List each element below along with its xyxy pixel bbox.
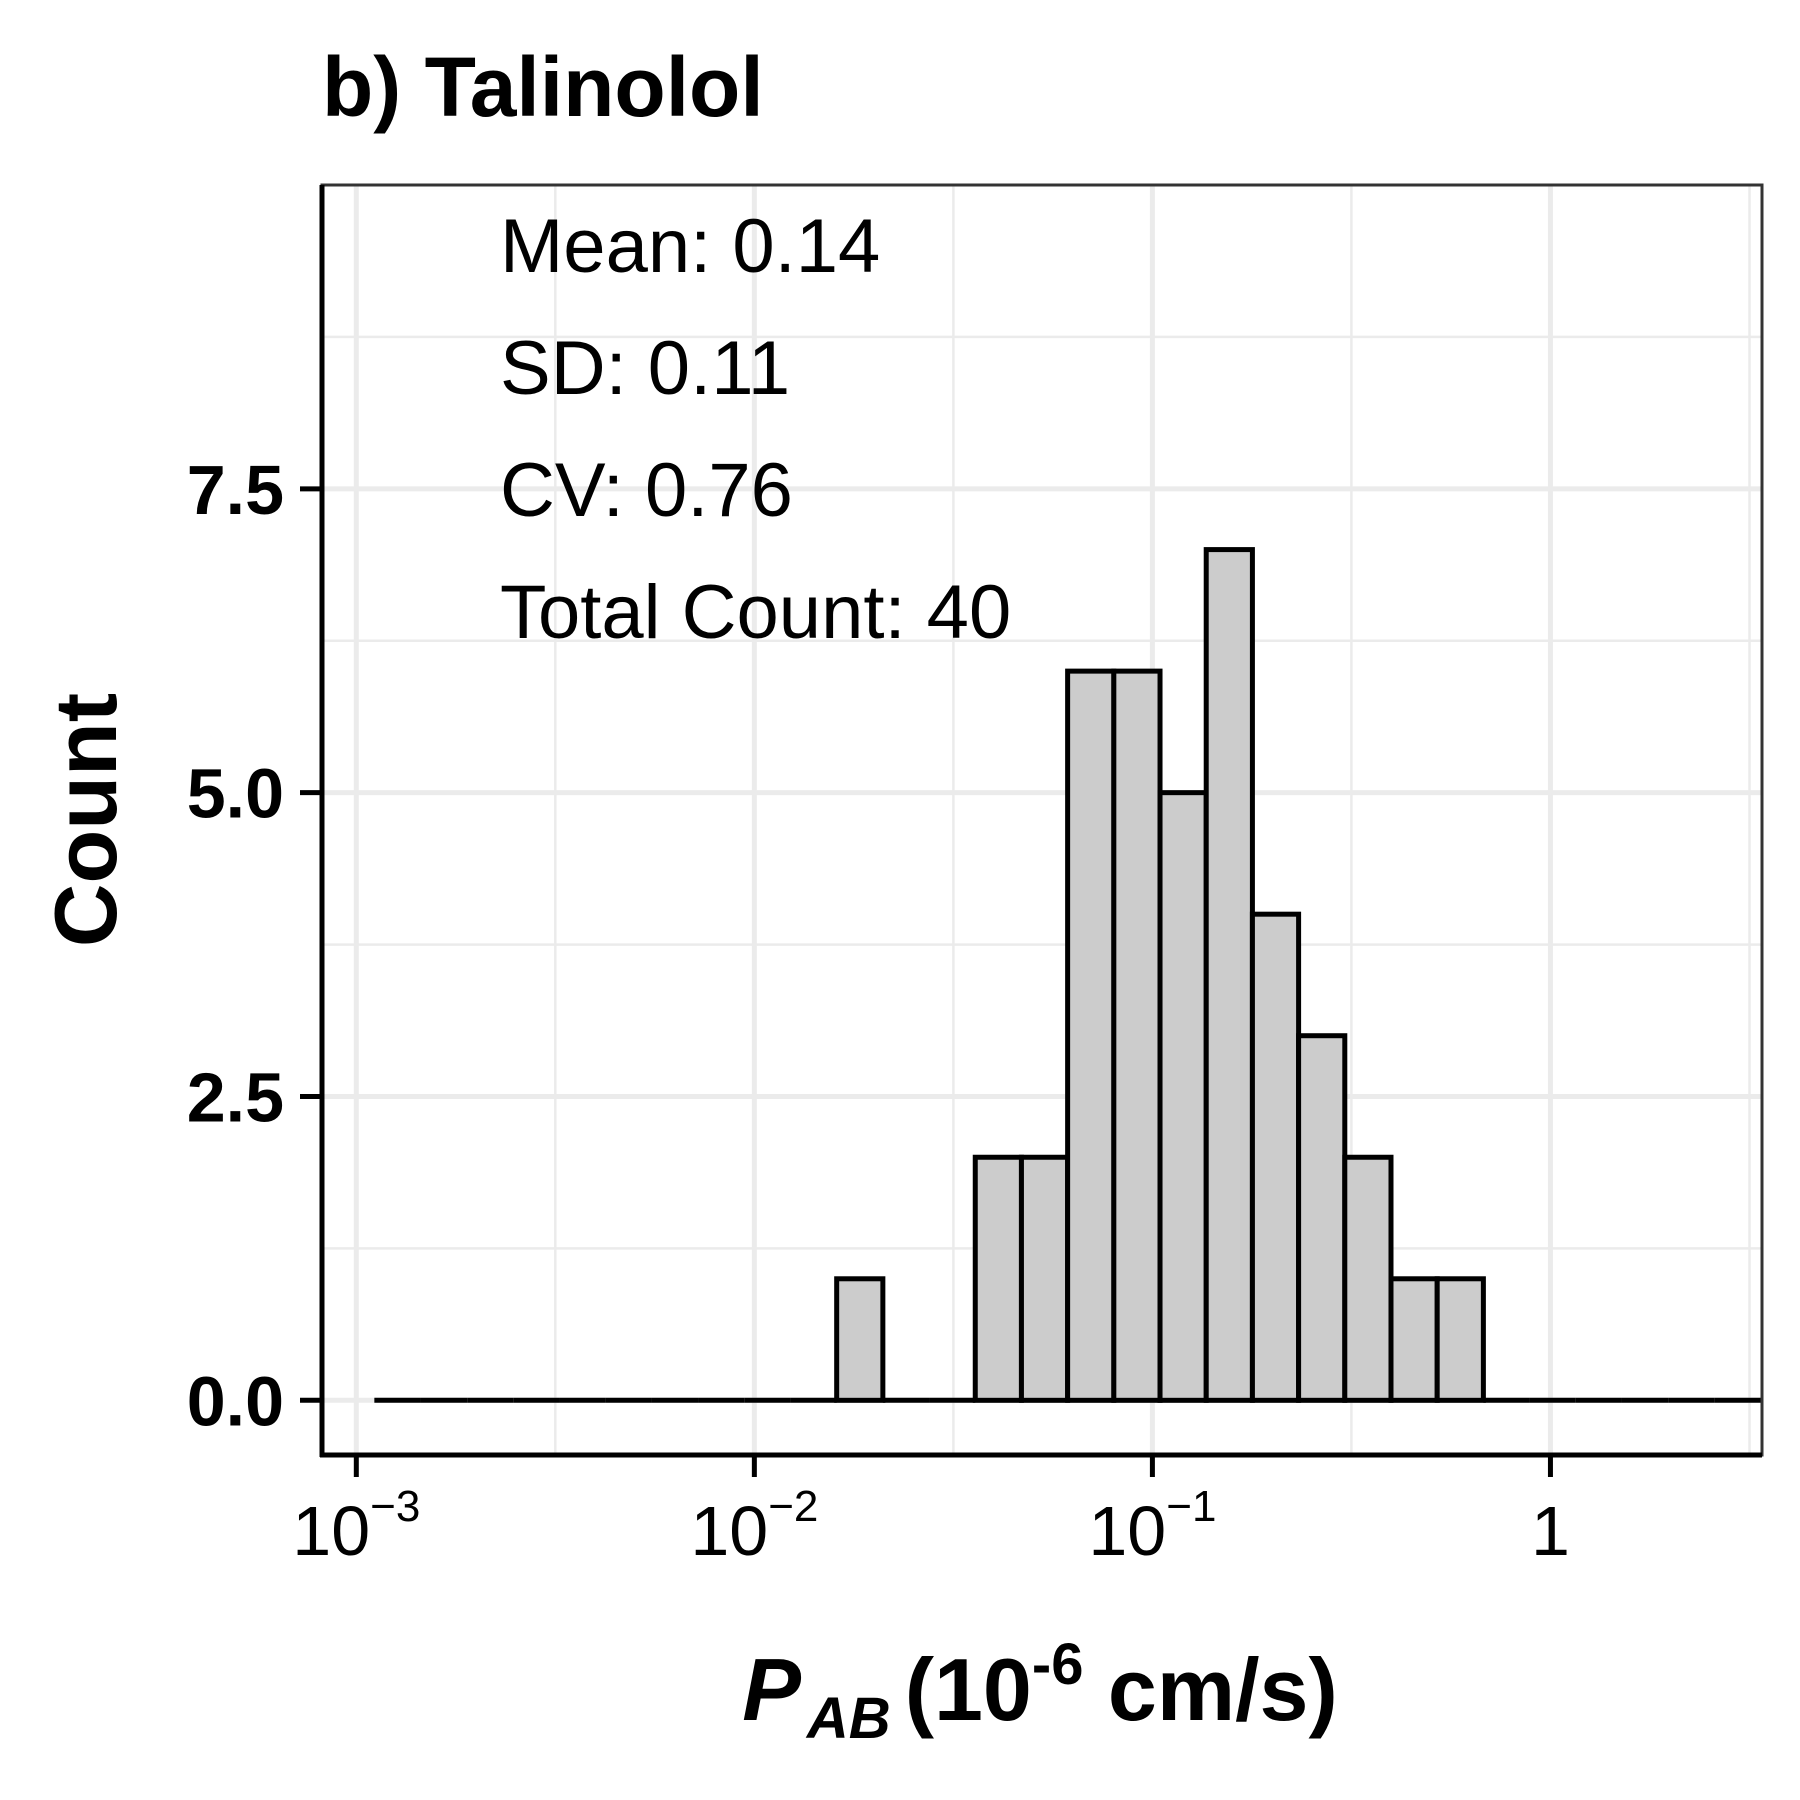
histogram-bar [1434,1276,1486,1403]
x-axis-label-unit-post: cm/s) [1083,1640,1337,1739]
y-tick-label: 0.0 [187,1362,284,1440]
histogram-bar [972,1154,1024,1403]
x-tick-label: 10−2 [690,1482,818,1570]
y-tick-label: 5.0 [187,755,284,833]
histogram-bar [1203,547,1255,1403]
histogram-bar [1342,1154,1394,1403]
axes [300,185,1762,1477]
y-axis-label: Count [36,693,135,947]
summary-statistics: Mean: 0.14 SD: 0.11 CV: 0.76 Total Count: 4… [500,204,1011,655]
stat-annotation: CV: 0.76 [500,448,793,533]
chart-title: b) Talinolol [322,40,764,134]
stat-annotation: Mean: 0.14 [500,204,880,289]
x-tick-label: 10−3 [292,1482,420,1570]
x-axis-label-unit-exponent: -6 [1032,1632,1084,1697]
x-axis-label-unit-pre: (10 [905,1640,1032,1739]
histogram-bar [1065,668,1117,1403]
histogram-bar [1018,1154,1071,1403]
x-axis-label-symbol: P [742,1640,801,1739]
histogram-bar [1249,911,1302,1403]
stat-annotation: Total Count: 40 [500,570,1011,655]
x-axis-label-subscript: AB [805,1686,891,1751]
y-tick-label: 2.5 [187,1058,284,1136]
tick-labels: 0.0 2.5 5.0 7.5 10−3 10−2 10−1 1 [187,451,1570,1570]
histogram-bars [374,547,1761,1403]
x-axis-label: P AB (10-6 cm/s) [742,1632,1338,1751]
histogram-bar [1388,1276,1440,1403]
histogram-bar [834,1276,886,1403]
histogram-bar [1157,790,1209,1403]
x-tick-label: 10−1 [1088,1482,1216,1570]
x-tick-label: 1 [1531,1492,1570,1570]
y-tick-label: 7.5 [187,451,284,529]
stat-annotation: SD: 0.11 [500,326,790,411]
histogram-bar [1111,668,1163,1403]
histogram-bar [1296,1033,1348,1403]
